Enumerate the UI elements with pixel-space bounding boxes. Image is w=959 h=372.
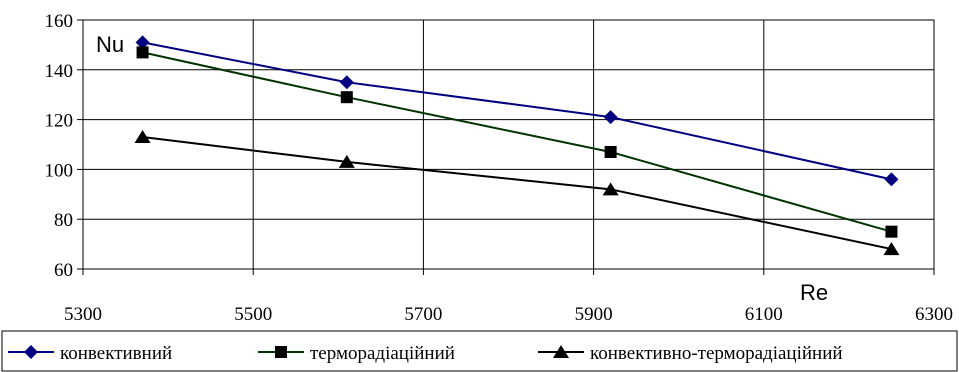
x-tick-label: 5300	[64, 304, 102, 325]
y-tick-label: 60	[54, 260, 73, 281]
legend-label: терморадіаційний	[310, 343, 455, 364]
data-point	[883, 242, 900, 256]
y-tick-label: 120	[45, 111, 74, 132]
data-point	[604, 145, 617, 158]
y-tick-label: 100	[45, 160, 74, 181]
legend-item-2: терморадіаційний	[258, 343, 455, 364]
series-line	[142, 41, 892, 181]
series-3	[134, 130, 900, 256]
series-1	[135, 35, 899, 187]
plot-frame	[82, 19, 935, 270]
y-tick-label: 140	[45, 61, 74, 82]
data-point	[338, 154, 355, 168]
legend-frame	[1, 330, 958, 372]
legend-label: конвективно-терморадіаційний	[590, 343, 843, 364]
tick-labels: 60 80 100 120 140 160 5300 5500 5700 5900 6100 6300	[45, 11, 954, 325]
y-tick-label: 160	[45, 11, 74, 32]
data-point	[135, 35, 150, 50]
legend-item-3: конвективно-терморадіаційний	[538, 343, 843, 364]
legend-marker	[553, 345, 569, 358]
x-tick-label: 5900	[575, 304, 613, 325]
series-line	[142, 51, 892, 233]
data-point	[339, 75, 354, 90]
y-axis-title: Nu	[96, 32, 124, 57]
grid	[82, 19, 935, 270]
data-point	[602, 182, 619, 196]
data-point	[603, 110, 618, 125]
series-2	[136, 46, 898, 238]
data-point	[884, 172, 899, 187]
x-tick-label: 5500	[234, 304, 272, 325]
data-point	[885, 225, 898, 238]
legend-item-1: конвективний	[8, 343, 172, 364]
y-tick-label: 80	[54, 210, 73, 231]
series-line	[142, 136, 892, 251]
x-tick-label: 6300	[915, 304, 953, 325]
legend-label: конвективний	[60, 343, 172, 364]
x-tick-label: 6100	[745, 304, 783, 325]
series-layer	[134, 35, 900, 256]
legend: конвективний терморадіаційний конвективно-…	[1, 330, 958, 372]
legend-marker	[24, 345, 38, 359]
data-point	[136, 46, 149, 59]
legend-marker	[275, 346, 287, 358]
x-tick-label: 5700	[404, 304, 442, 325]
x-axis-title: Re	[800, 280, 828, 305]
data-point	[340, 91, 353, 104]
data-point	[134, 130, 151, 144]
